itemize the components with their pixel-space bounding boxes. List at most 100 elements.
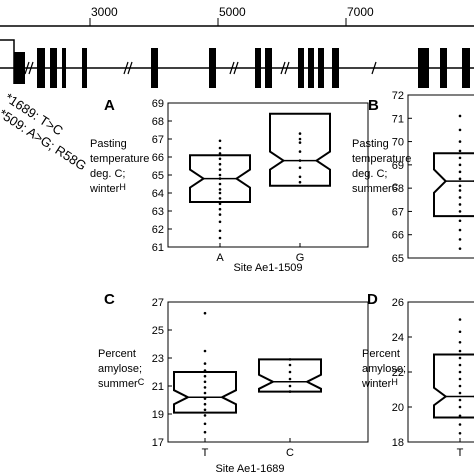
data-point xyxy=(458,156,462,160)
data-point xyxy=(458,210,462,213)
exon xyxy=(318,48,324,88)
data-point xyxy=(203,430,207,434)
y-tick-label: 70 xyxy=(392,137,404,149)
ylabel-sub: C xyxy=(392,182,399,192)
data-point xyxy=(203,386,207,389)
data-point xyxy=(203,414,207,417)
data-point xyxy=(458,149,462,153)
data-point xyxy=(218,168,222,171)
ylabel-sub: H xyxy=(119,182,126,192)
plot-area: 17 19 21 23 25 27 T C xyxy=(152,297,369,459)
data-point xyxy=(458,377,462,381)
y-tick-label: 61 xyxy=(152,242,164,254)
plot-area: 18 20 22 24 26 T xyxy=(392,297,474,459)
ruler-label-3000: 3000 xyxy=(91,5,118,19)
panel-B: B Pasting temperature deg. C; summerC 65… xyxy=(352,90,474,265)
panel-letter: D xyxy=(367,291,378,308)
data-point xyxy=(458,340,462,344)
exon xyxy=(82,48,87,88)
data-point xyxy=(458,128,462,132)
ylabel-line: Percent xyxy=(362,348,400,360)
panel-A: A Pasting temperature deg. C; winterH Si… xyxy=(89,97,369,274)
data-point xyxy=(458,189,462,192)
break-marks xyxy=(24,61,377,75)
data-point xyxy=(458,370,462,374)
data-point xyxy=(288,370,292,374)
data-point xyxy=(218,197,222,200)
data-point xyxy=(218,191,222,195)
y-tick-label: 20 xyxy=(392,402,404,414)
data-point xyxy=(218,152,222,155)
data-point xyxy=(288,384,292,388)
y-tick-label: 22 xyxy=(392,367,404,379)
ylabel-line: winter xyxy=(361,378,392,390)
exon xyxy=(62,48,66,88)
data-point xyxy=(458,170,462,174)
exon xyxy=(37,48,45,88)
box xyxy=(173,371,237,414)
plot-area: 65 66 67 68 69 70 71 72 xyxy=(392,90,474,265)
data-point xyxy=(203,374,207,378)
ylabel-line: temperature xyxy=(90,153,149,165)
y-tick-label: 66 xyxy=(392,230,404,242)
ylabel-line: temperature xyxy=(352,153,411,165)
data-point xyxy=(458,203,462,206)
box xyxy=(433,353,474,419)
data-point xyxy=(203,362,207,365)
plot-area: 61 62 63 64 65 66 67 68 69 A G xyxy=(152,98,369,264)
ylabel: Percent amylose; summerC xyxy=(98,348,145,390)
panel-C: C Percent amylose; summerC Site Ae1-1689… xyxy=(98,291,369,474)
panel-letter: B xyxy=(368,97,379,114)
ylabel-sub: C xyxy=(138,377,145,387)
ylabel-line: Percent xyxy=(98,348,136,360)
data-point xyxy=(458,140,462,143)
x-tick-label: C xyxy=(286,447,294,459)
data-point xyxy=(298,150,302,153)
ylabel: Percent amylose; winterH xyxy=(361,348,409,390)
data-point xyxy=(203,349,207,353)
data-point xyxy=(218,157,222,161)
y-tick-label: 63 xyxy=(152,206,164,218)
exon xyxy=(265,48,272,88)
y-tick-label: 62 xyxy=(152,224,164,236)
data-point xyxy=(458,196,462,199)
box xyxy=(258,358,322,393)
data-point xyxy=(288,377,292,381)
data-point xyxy=(218,213,222,216)
ylabel-line: summer xyxy=(98,378,138,390)
data-point xyxy=(458,114,462,118)
data-point xyxy=(298,175,302,179)
data-point xyxy=(298,132,302,135)
data-point xyxy=(218,188,222,191)
x-tick-label: T xyxy=(202,447,209,459)
y-tick-label: 25 xyxy=(152,325,164,337)
ylabel-line: deg. C; xyxy=(352,168,387,180)
ylabel-line: deg. C; xyxy=(90,168,125,180)
ylabel-sub: H xyxy=(391,377,398,387)
exon xyxy=(308,48,314,88)
panel-D: D Percent amylose; winterH 18 20 22 24 26 T xyxy=(361,291,474,459)
data-point xyxy=(218,229,222,233)
ylabel-line: Pasting xyxy=(352,138,389,150)
data-point xyxy=(458,318,462,321)
ylabel-line: summer xyxy=(352,183,392,195)
panel-letter: C xyxy=(104,291,115,308)
data-point xyxy=(298,166,302,170)
xlabel: Site Ae1-1689 xyxy=(215,463,284,474)
data-point xyxy=(218,182,222,186)
data-point xyxy=(218,162,222,166)
exon xyxy=(14,52,25,84)
data-point xyxy=(458,384,462,388)
x-tick-label: T xyxy=(457,447,464,459)
data-point xyxy=(458,330,462,334)
x-tick-label: G xyxy=(296,252,305,264)
y-tick-label: 66 xyxy=(152,152,164,164)
data-point xyxy=(298,180,302,184)
y-tick-label: 27 xyxy=(152,297,164,309)
data-point xyxy=(458,228,462,232)
data-point xyxy=(288,390,292,393)
data-point xyxy=(458,177,462,181)
y-tick-label: 24 xyxy=(392,332,404,344)
y-tick-label: 69 xyxy=(392,160,404,172)
